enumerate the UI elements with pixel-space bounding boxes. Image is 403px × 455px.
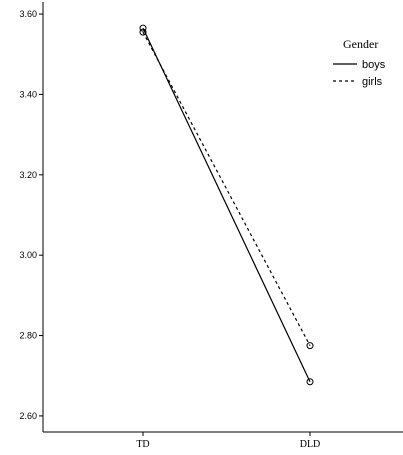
legend-title: Gender: [343, 37, 378, 51]
data-point-boys: [139, 24, 147, 32]
data-point-boys: [306, 378, 314, 386]
series-lines: [139, 24, 314, 386]
y-tick-label: 3.60: [19, 9, 37, 19]
legend-label-boys: boys: [362, 59, 386, 71]
data-point-girls: [306, 342, 314, 350]
series-line-girls: [142, 31, 311, 346]
axes: [42, 2, 403, 433]
x-tick-label: TD: [136, 439, 149, 450]
x-tick-label: DLD: [300, 439, 321, 450]
x-axis-ticks: TD DLD: [136, 432, 320, 450]
y-tick-label: 3.40: [19, 89, 37, 99]
data-point-girls: [139, 28, 147, 36]
y-tick-label: 3.20: [19, 170, 37, 180]
series-line-boys: [142, 27, 311, 383]
y-axis-ticks: 2.60 2.80 3.00 3.20 3.40 3.60: [19, 9, 43, 421]
legend: Gender boys girls: [333, 37, 386, 88]
legend-label-girls: girls: [362, 76, 383, 88]
y-tick-label: 2.80: [19, 331, 37, 341]
y-tick-label: 2.60: [19, 411, 37, 421]
y-tick-label: 3.00: [19, 250, 37, 260]
